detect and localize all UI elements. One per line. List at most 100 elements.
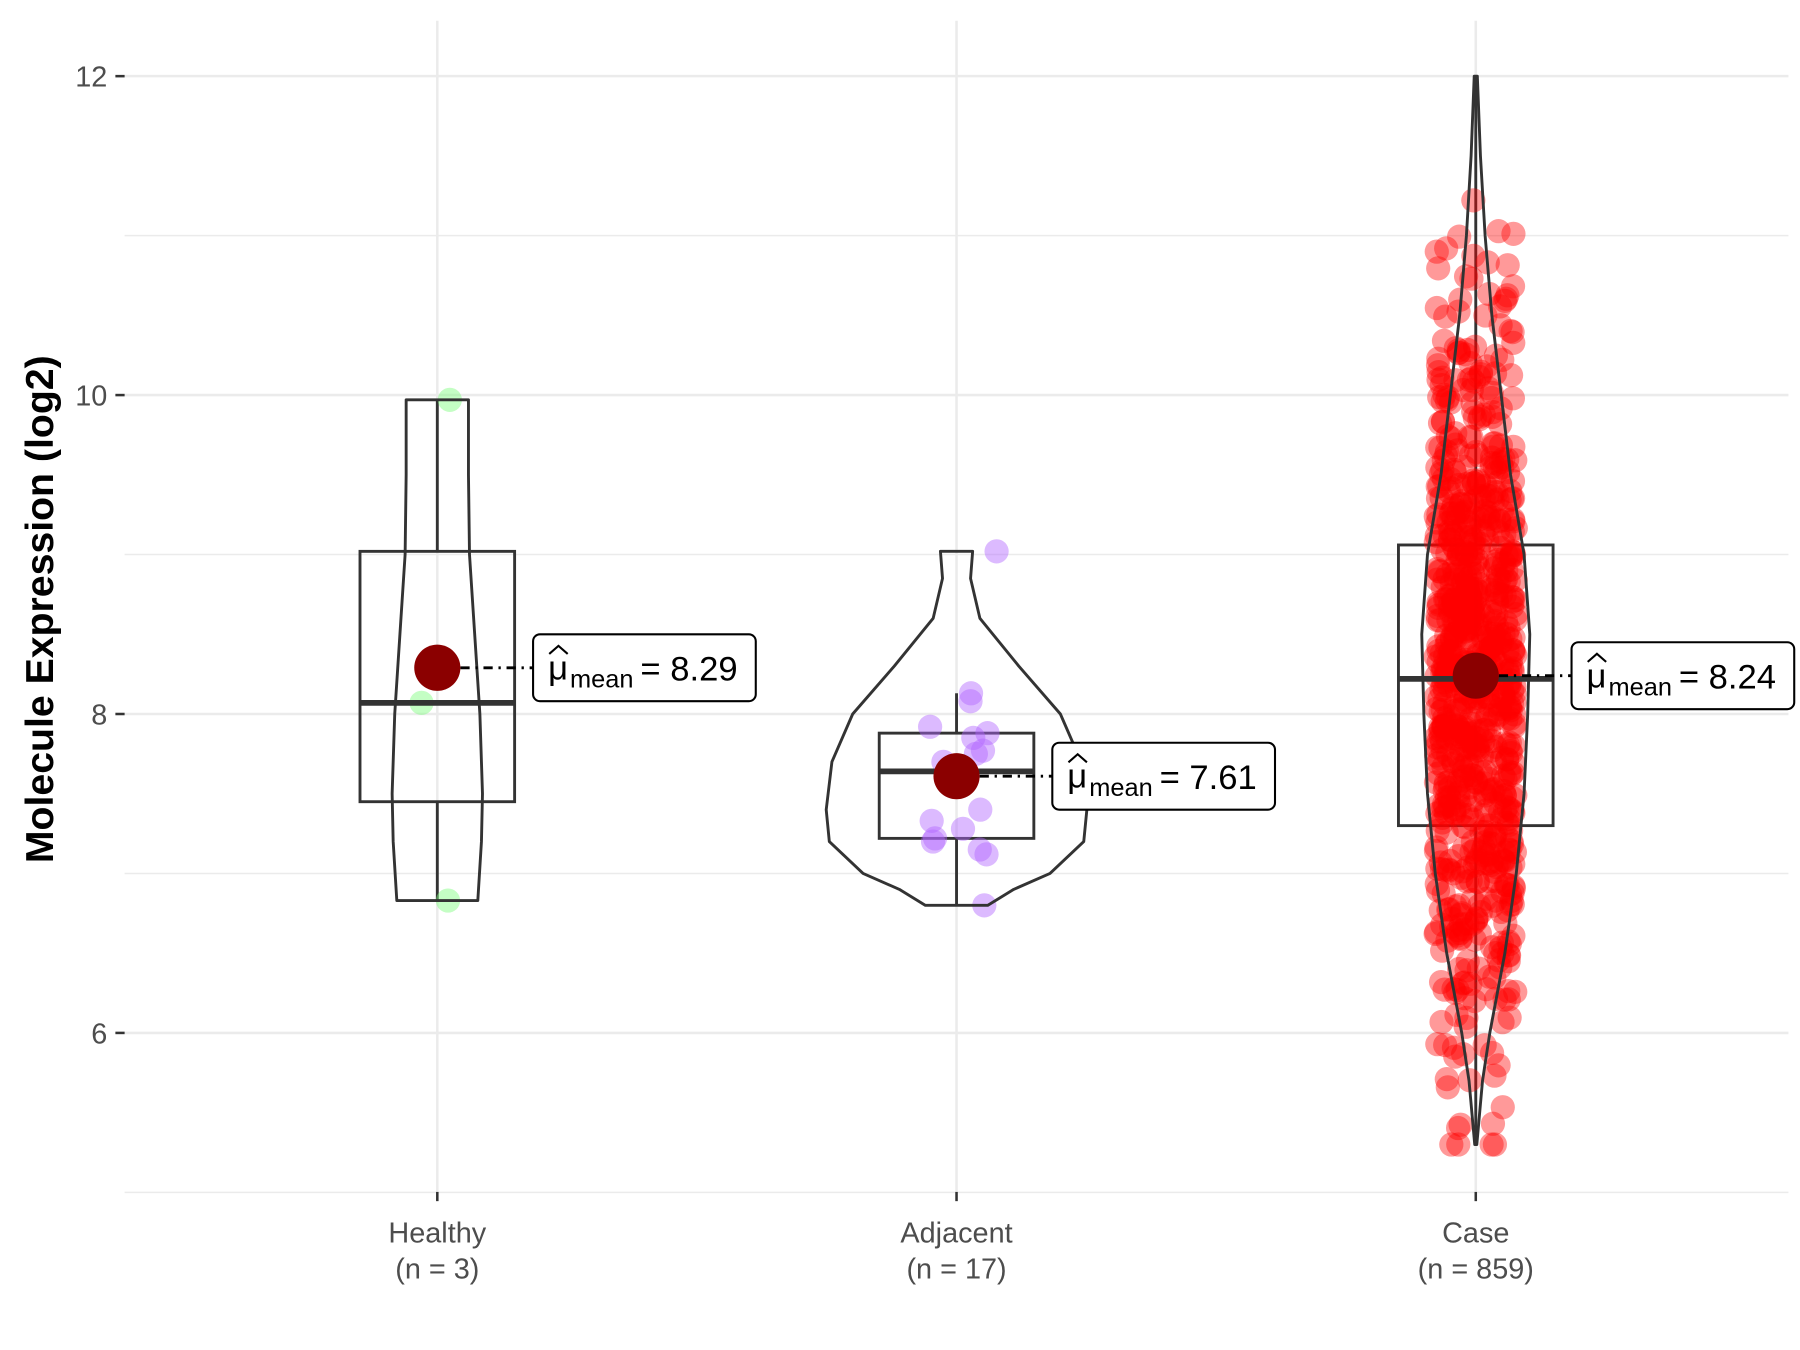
data-point <box>1448 592 1473 618</box>
data-point <box>1483 734 1508 759</box>
data-point <box>1497 796 1522 821</box>
data-point <box>1426 359 1451 385</box>
data-point <box>1491 847 1516 872</box>
data-point <box>1501 800 1526 826</box>
hat-icon <box>1067 752 1088 764</box>
data-point <box>1434 236 1459 261</box>
data-point <box>1483 941 1508 966</box>
data-point <box>1448 697 1474 722</box>
data-point <box>1461 602 1486 627</box>
data-point <box>1453 783 1478 808</box>
data-point <box>1458 351 1483 376</box>
data-point <box>1461 243 1486 268</box>
mean-label-mu: μ <box>548 649 568 687</box>
data-point <box>1483 888 1508 913</box>
data-point <box>917 714 943 739</box>
data-point <box>1430 810 1455 835</box>
data-point <box>1470 603 1496 628</box>
data-point <box>1471 729 1496 754</box>
data-point <box>1449 585 1474 610</box>
data-point <box>1494 824 1520 850</box>
data-point <box>1437 858 1462 883</box>
data-point <box>1472 819 1497 844</box>
data-point <box>1452 764 1477 789</box>
data-point <box>1462 988 1487 1014</box>
data-point <box>1500 785 1525 810</box>
data-point <box>1496 978 1521 1004</box>
data-point <box>1425 608 1450 633</box>
data-point <box>1458 735 1483 760</box>
data-point <box>1482 431 1507 456</box>
data-point <box>1459 729 1485 754</box>
data-point <box>1433 774 1458 799</box>
data-point <box>1487 799 1513 824</box>
x-tick-count-label: (n = 3) <box>395 1253 479 1285</box>
data-point <box>1457 599 1482 624</box>
data-point <box>1474 812 1499 838</box>
data-point <box>1485 570 1510 596</box>
data-point <box>1468 611 1493 637</box>
data-point <box>1456 510 1481 535</box>
data-point <box>1431 754 1456 780</box>
data-point <box>1480 399 1506 425</box>
data-point <box>1427 719 1452 744</box>
data-point <box>1454 569 1480 594</box>
data-point <box>1501 221 1526 246</box>
data-point <box>1440 496 1466 521</box>
data-point <box>1485 487 1510 512</box>
data-point <box>1485 590 1510 616</box>
data-point <box>1447 697 1472 722</box>
data-point <box>1487 684 1512 710</box>
data-point <box>1443 509 1469 534</box>
data-point <box>1463 576 1489 602</box>
data-point <box>1459 752 1484 778</box>
data-point <box>1484 460 1509 485</box>
box <box>1397 543 1555 828</box>
y-tick-label: 6 <box>91 1018 107 1050</box>
data-point <box>1484 602 1509 627</box>
data-point <box>1456 729 1481 754</box>
data-point <box>1492 583 1517 608</box>
data-point <box>1437 786 1462 811</box>
data-point <box>1465 583 1490 608</box>
data-point <box>1441 1035 1467 1060</box>
data-point <box>1425 557 1450 582</box>
data-point <box>1443 586 1468 611</box>
data-point <box>1452 619 1477 644</box>
data-point <box>1468 900 1493 925</box>
data-point <box>1437 848 1463 874</box>
data-point <box>1440 906 1465 931</box>
data-point <box>1423 743 1449 768</box>
data-point <box>1502 714 1527 739</box>
data-point <box>1436 857 1461 882</box>
data-point <box>1459 576 1484 601</box>
data-point <box>1486 219 1511 244</box>
data-point <box>1487 509 1512 534</box>
data-point <box>1458 443 1483 468</box>
data-point <box>1430 365 1455 390</box>
data-point <box>1451 1042 1476 1067</box>
data-point <box>1432 706 1457 731</box>
data-point <box>1498 698 1523 723</box>
data-point <box>1423 838 1449 864</box>
data-point <box>1487 412 1513 437</box>
data-point <box>1495 639 1520 664</box>
data-point <box>1467 579 1492 604</box>
mean-label-sub: mean <box>1089 774 1152 802</box>
data-point <box>1428 717 1454 742</box>
data-point <box>1487 849 1512 875</box>
data-point <box>1461 736 1487 761</box>
data-point <box>1448 920 1473 946</box>
x-tick-label: Healthy <box>388 1218 486 1250</box>
data-point <box>1426 595 1451 620</box>
data-point <box>1464 770 1489 795</box>
hat-icon <box>548 644 569 655</box>
data-point <box>1491 622 1516 647</box>
data-point <box>1429 729 1455 754</box>
data-point <box>1445 560 1470 585</box>
data-point <box>1425 567 1450 592</box>
data-point <box>1484 578 1510 604</box>
data-point <box>1466 468 1491 493</box>
data-point <box>1423 644 1448 669</box>
data-point <box>1455 575 1480 601</box>
